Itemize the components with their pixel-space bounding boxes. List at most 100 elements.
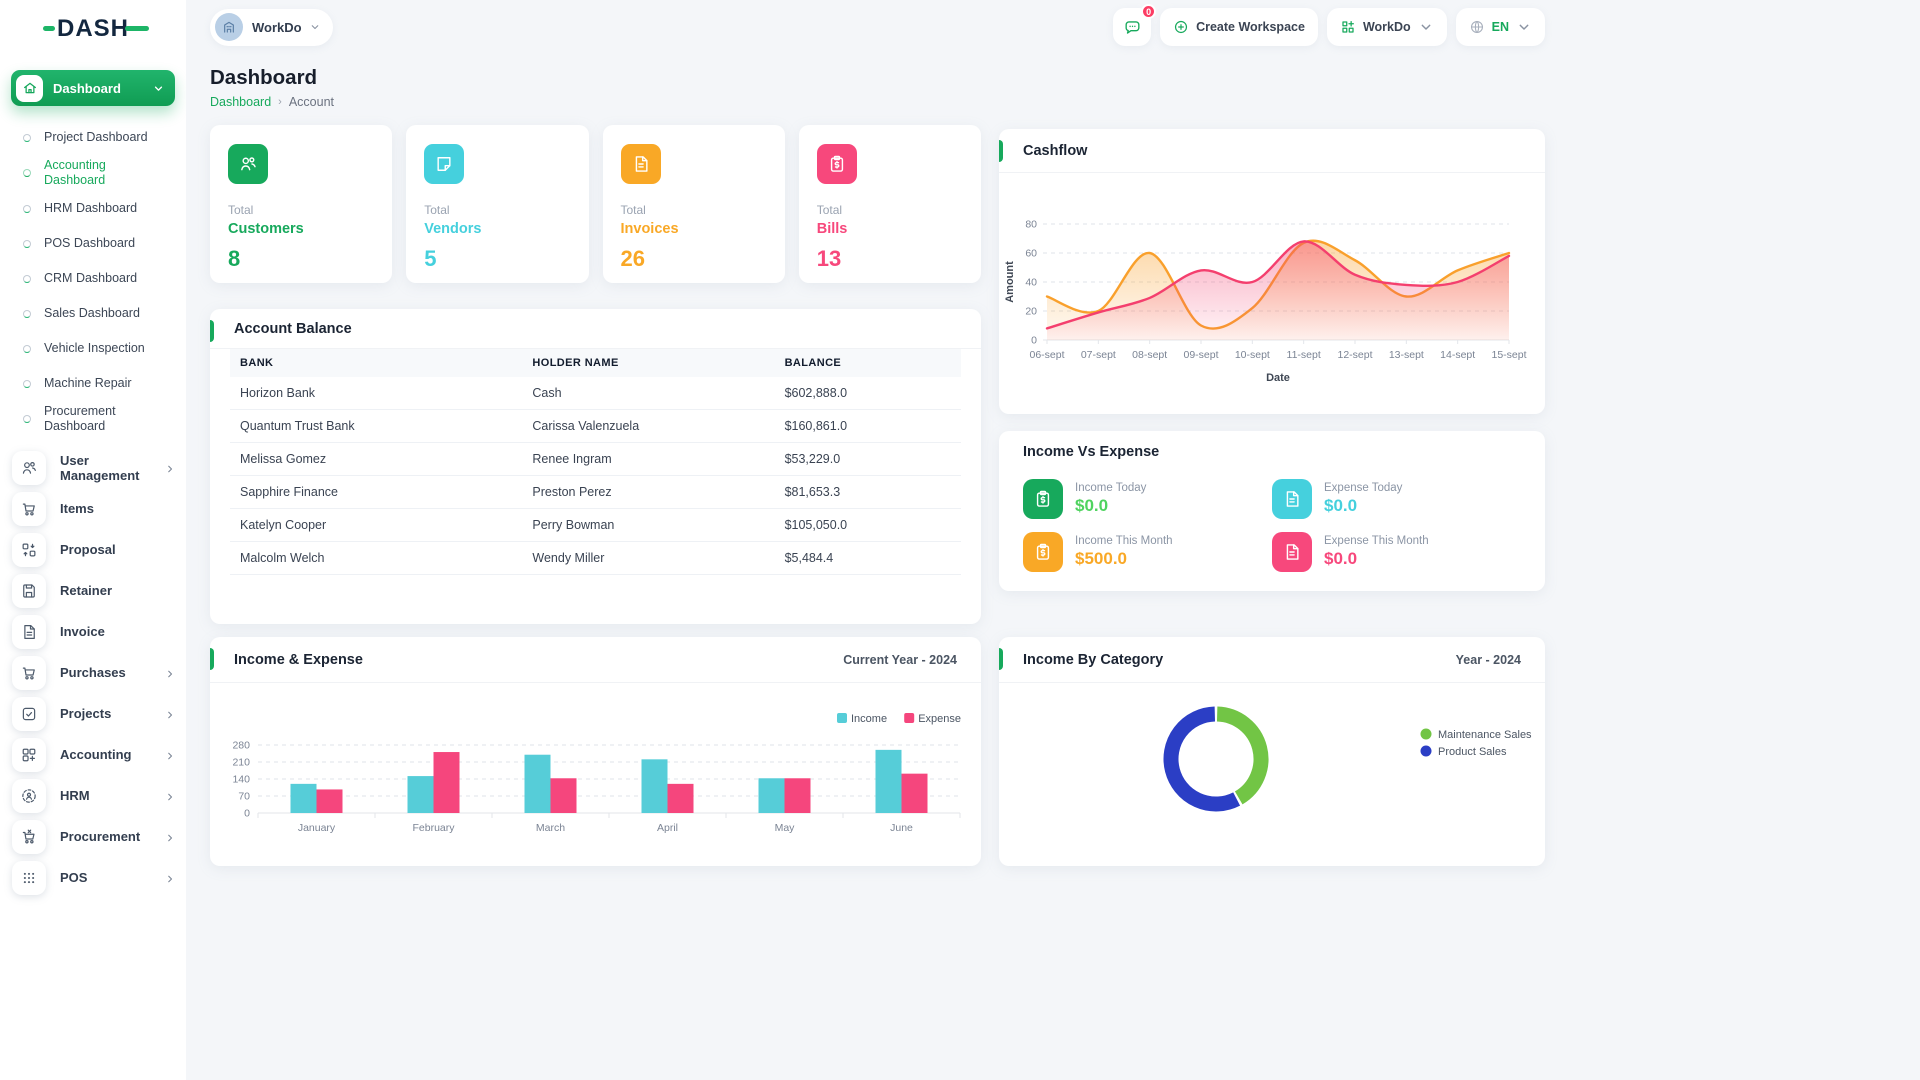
users-icon: [12, 450, 46, 485]
sidebar-item-invoice[interactable]: Invoice: [0, 611, 186, 652]
table-cell: Melissa Gomez: [230, 442, 523, 476]
svg-text:08-sept: 08-sept: [1132, 349, 1167, 361]
table-cell: Carissa Valenzuela: [522, 409, 775, 443]
sidebar-item-sales-dashboard[interactable]: Sales Dashboard: [0, 296, 186, 331]
svg-text:Maintenance Sales: Maintenance Sales: [1438, 729, 1532, 741]
svg-text:09-sept: 09-sept: [1183, 349, 1218, 361]
sidebar-item-procurement[interactable]: Procurement: [0, 816, 186, 857]
stat-prefix: Total: [228, 203, 254, 217]
top-bar: WorkDo 0 Create Workspace WorkDo: [210, 4, 1545, 46]
stat-card-bills[interactable]: Total Bills 13: [798, 125, 981, 283]
table-cell: Preston Perez: [522, 475, 775, 509]
bullet-icon: [23, 309, 31, 318]
svg-text:Date: Date: [1266, 372, 1290, 384]
svg-text:210: 210: [232, 757, 250, 769]
cashflow-area-chart: 0 20 40 60 80 06-sept 07-sept 08-sept 09-sept 10-…: [1004, 219, 1527, 385]
workdo-menu-label: WorkDo: [1362, 20, 1411, 34]
svg-text:March: March: [536, 822, 565, 834]
svg-text:10-sept: 10-sept: [1235, 349, 1270, 361]
grid-plus-icon: [1342, 21, 1354, 33]
legend-item-product-sales[interactable]: Product Sales: [1420, 745, 1507, 759]
sidebar-item-label: POS: [60, 870, 88, 885]
account-balance-card: Account Balance BANK HOLDER NAME BALANCE H…: [210, 309, 981, 624]
table-column-header: BALANCE: [774, 349, 961, 377]
bar-income-january: [290, 783, 317, 813]
sidebar-item-procurement-dashboard[interactable]: Procurement Dashboard: [0, 401, 186, 437]
sidebar-item-label: HRM Dashboard: [44, 201, 138, 215]
legend-item-expense[interactable]: Expense: [904, 713, 961, 725]
bullet-icon: [23, 133, 31, 142]
messages-button[interactable]: 0: [1113, 4, 1157, 46]
stat-label: Customers: [228, 221, 304, 237]
sidebar-item-hrm[interactable]: HRM: [0, 775, 186, 816]
workspace-switcher[interactable]: WorkDo: [210, 8, 333, 46]
sidebar-item-retainer[interactable]: Retainer: [0, 570, 186, 611]
cashflow-area-series_2: [1047, 241, 1509, 340]
summary-tile-income-this-month: Income This Month $500.0: [1023, 532, 1272, 572]
tile-label: Expense Today: [1324, 482, 1403, 494]
workspace-name: WorkDo: [252, 19, 302, 35]
sidebar-item-dashboard-group[interactable]: Dashboard: [11, 70, 175, 106]
tile-value: $0.0: [1075, 496, 1109, 515]
legend-item-income[interactable]: Income: [837, 713, 887, 725]
svg-text:January: January: [298, 822, 336, 834]
svg-text:07-sept: 07-sept: [1081, 349, 1116, 361]
sidebar-item-pos-dashboard[interactable]: POS Dashboard: [0, 226, 186, 261]
table-cell: Katelyn Cooper: [230, 508, 523, 542]
stat-value: 8: [228, 246, 241, 271]
workdo-menu-button[interactable]: WorkDo: [1326, 8, 1447, 46]
sidebar-item-accounting[interactable]: Accounting: [0, 734, 186, 775]
stat-value: 26: [620, 246, 645, 271]
table-row: Horizon Bank Cash $602,888.0: [230, 377, 961, 410]
svg-text:80: 80: [1025, 219, 1037, 231]
bar-income-april: [641, 759, 668, 813]
sidebar-item-hrm-dashboard[interactable]: HRM Dashboard: [0, 191, 186, 226]
brand-logo[interactable]: DASH: [0, 0, 186, 58]
stat-label: Invoices: [620, 221, 679, 237]
legend-item-maintenance-sales[interactable]: Maintenance Sales: [1420, 728, 1533, 742]
chat-icon: [1125, 20, 1140, 34]
sidebar: DASH Dashboard Project Dashboard Accounti…: [0, 0, 186, 1080]
sidebar-item-items[interactable]: Items: [0, 488, 186, 529]
sidebar-item-machine-repair[interactable]: Machine Repair: [0, 366, 186, 401]
home-icon: [16, 74, 43, 102]
sidebar-item-purchases[interactable]: Purchases: [0, 652, 186, 693]
create-workspace-button[interactable]: Create Workspace: [1160, 8, 1318, 46]
stat-prefix: Total: [424, 203, 450, 217]
tile-value: $500.0: [1075, 549, 1127, 568]
clipboard-dollar-icon: [1023, 532, 1063, 572]
language-selector[interactable]: EN: [1455, 8, 1545, 46]
stat-card-invoices[interactable]: Total Invoices 26: [602, 125, 785, 283]
svg-text:70: 70: [238, 791, 250, 803]
sidebar-item-crm-dashboard[interactable]: CRM Dashboard: [0, 261, 186, 296]
sidebar-item-label: Machine Repair: [44, 376, 132, 390]
bullet-icon: [23, 415, 31, 423]
breadcrumb-current: Account: [288, 95, 334, 109]
bullet-icon: [23, 379, 31, 388]
sidebar-item-label: CRM Dashboard: [44, 271, 138, 285]
sidebar-item-projects[interactable]: Projects: [0, 693, 186, 734]
svg-text:0: 0: [1031, 335, 1037, 347]
sidebar-item-proposal[interactable]: Proposal: [0, 529, 186, 570]
globe-icon: [1470, 20, 1483, 34]
table-cell: $105,050.0: [774, 508, 961, 542]
income-expense-bar-chart: 0 70 140 210 280 January February March April May…: [232, 713, 961, 834]
sidebar-item-accounting-dashboard[interactable]: Accounting Dashboard: [0, 155, 186, 191]
svg-text:11-sept: 11-sept: [1287, 349, 1321, 361]
breadcrumb-link-dashboard[interactable]: Dashboard: [210, 95, 272, 109]
sidebar-group-label: Dashboard: [53, 80, 121, 96]
sidebar-item-label: Proposal: [60, 542, 116, 557]
sidebar-item-pos[interactable]: POS: [0, 857, 186, 898]
sidebar-item-project-dashboard[interactable]: Project Dashboard: [0, 120, 186, 155]
table-cell: Sapphire Finance: [230, 475, 523, 509]
procurement-icon: [12, 819, 46, 854]
bullet-icon: [23, 344, 31, 353]
sidebar-item-label: Retainer: [60, 583, 113, 598]
svg-text:May: May: [775, 822, 796, 834]
sidebar-item-user-management[interactable]: User Management: [0, 447, 186, 488]
stat-card-customers[interactable]: Total Customers 8: [210, 125, 393, 283]
sidebar-item-vehicle-inspection[interactable]: Vehicle Inspection: [0, 331, 186, 366]
sidebar-item-label: Vehicle Inspection: [44, 341, 145, 355]
cashflow-line-series_2: [1045, 240, 1511, 330]
stat-card-vendors[interactable]: Total Vendors 5: [406, 125, 589, 283]
